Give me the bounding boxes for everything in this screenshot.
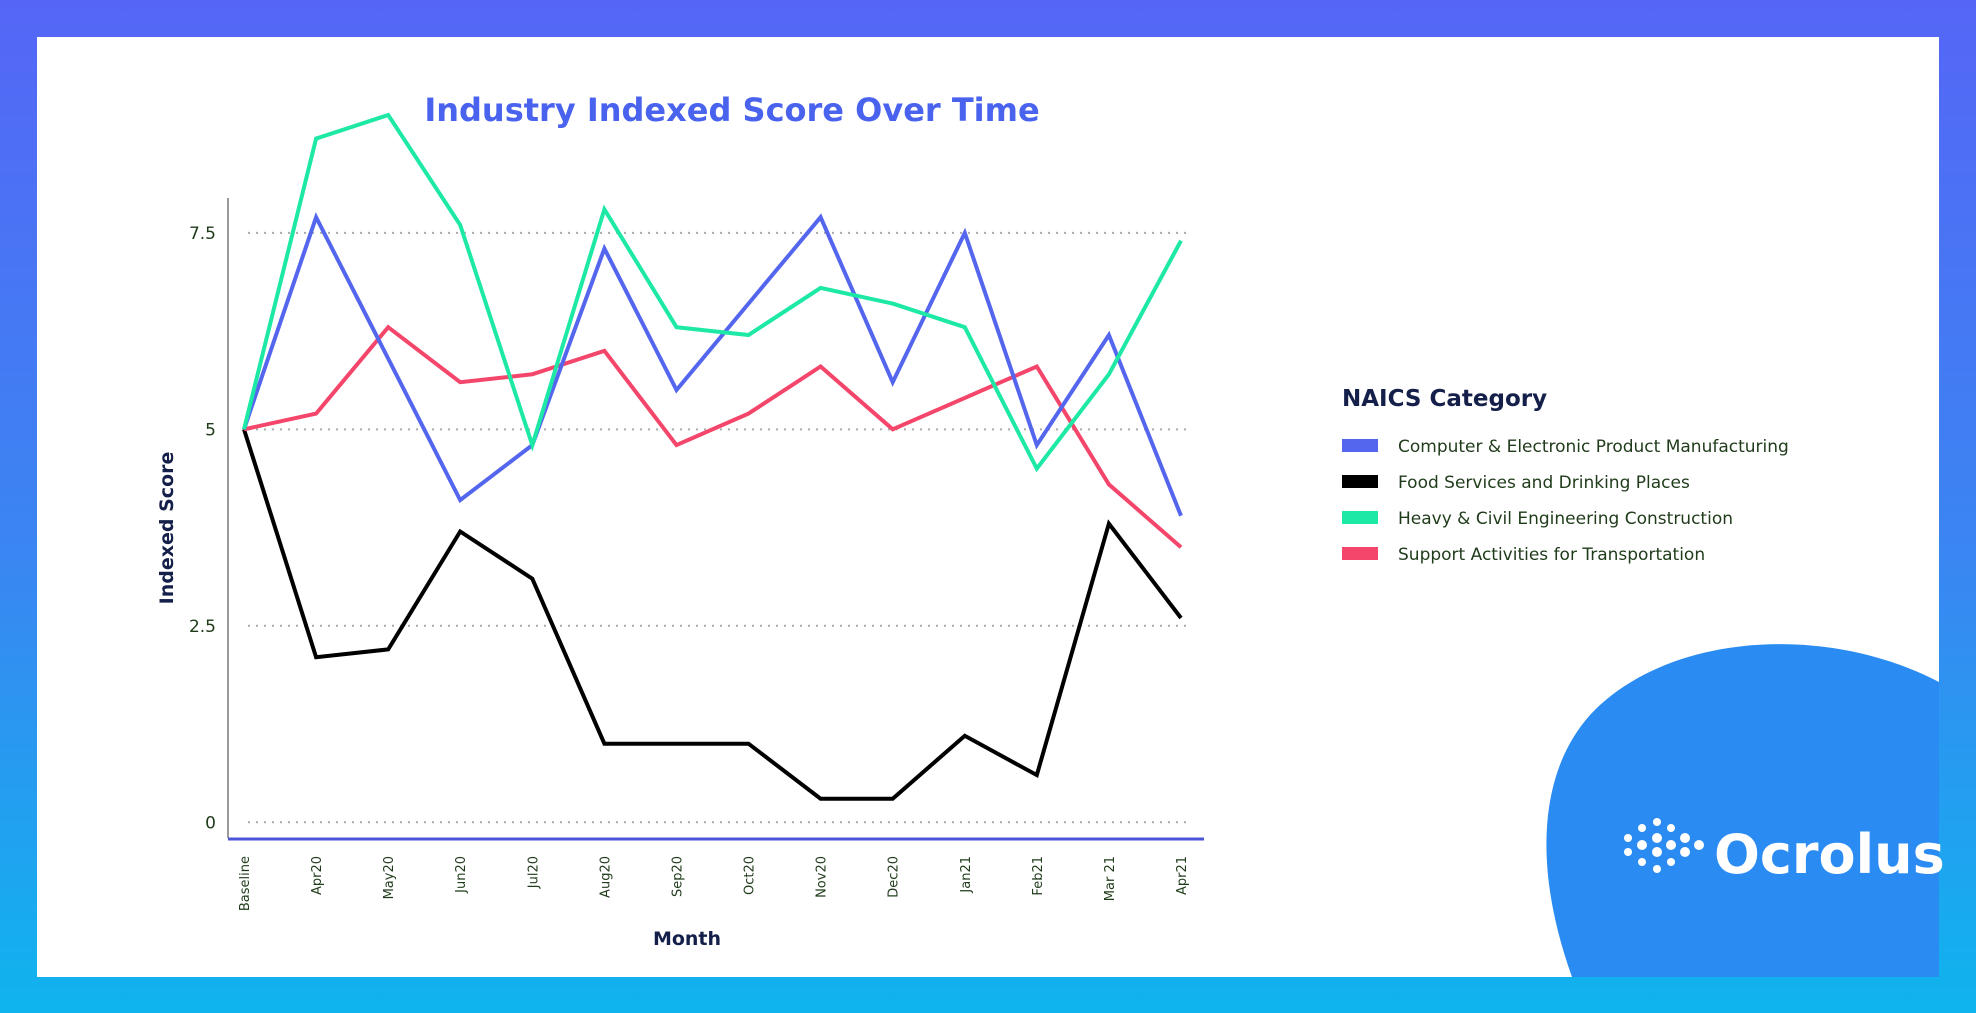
x-tick-label-7: Oct20 <box>743 856 758 895</box>
y-tick-label-0: 0 <box>205 813 216 833</box>
x-tick-label-12: Mar 21 <box>1103 856 1118 901</box>
x-tick-label-5: Aug20 <box>598 856 613 898</box>
series-line-2 <box>242 112 1183 473</box>
logo-dot-7 <box>1652 847 1662 857</box>
logo-circle-shape <box>1546 644 1939 977</box>
x-tick-label-9: Dec20 <box>887 856 902 898</box>
x-tick-label-3: Jun20 <box>454 856 469 894</box>
y-tick-label-2: 5 <box>205 420 216 440</box>
x-tick-label-10: Jan21 <box>959 856 974 894</box>
legend-label-0: Computer & Electronic Product Manufactur… <box>1398 437 1789 457</box>
series-line-0 <box>242 212 1183 517</box>
y-tick-label-1: 2.5 <box>189 617 216 637</box>
logo-dot-8 <box>1653 865 1661 873</box>
axes <box>227 198 1204 841</box>
legend-swatch-1 <box>1342 475 1378 488</box>
legend-title: NAICS Category <box>1342 386 1547 412</box>
x-tick-label-1: Apr20 <box>310 856 325 895</box>
logo-dots-icon <box>1624 818 1704 873</box>
x-tick-label-2: May20 <box>382 856 397 899</box>
logo-dot-4 <box>1638 858 1646 866</box>
legend-swatch-0 <box>1342 439 1378 452</box>
legend-label-2: Heavy & Civil Engineering Construction <box>1398 509 1733 529</box>
legend-label-3: Support Activities for Transportation <box>1398 545 1705 565</box>
series-line-3 <box>243 324 1183 549</box>
logo-dot-12 <box>1680 833 1690 843</box>
logo-dot-5 <box>1653 818 1661 826</box>
logo-dot-14 <box>1694 840 1704 850</box>
logo-dot-13 <box>1680 847 1690 857</box>
x-axis-ticks: Baseline Apr20 May20 Jun20 Jul20 Aug20 Sep20 Oc… <box>238 856 1190 911</box>
logo-dot-9 <box>1667 824 1675 832</box>
x-tick-label-13: Apr21 <box>1175 856 1190 895</box>
series-line-1 <box>242 428 1183 801</box>
legend-label-1: Food Services and Drinking Places <box>1398 473 1690 493</box>
x-tick-label-0: Baseline <box>238 856 253 911</box>
y-axis-ticks: 0 2.5 5 7.5 <box>189 224 216 833</box>
logo-dot-3 <box>1637 840 1647 850</box>
y-axis-label: Indexed Score <box>156 452 178 605</box>
logo-dot-6 <box>1652 833 1662 843</box>
logo-dot-1 <box>1624 848 1632 856</box>
x-axis-label: Month <box>653 928 721 950</box>
x-tick-label-11: Feb21 <box>1031 856 1046 896</box>
chart-title: Industry Indexed Score Over Time <box>424 91 1039 129</box>
logo-dot-0 <box>1624 834 1632 842</box>
brand-logo: Ocrolus <box>1546 644 1945 977</box>
logo-wordmark: Ocrolus <box>1714 823 1945 886</box>
logo-dot-2 <box>1638 824 1646 832</box>
series-lines <box>242 112 1183 801</box>
x-tick-label-8: Nov20 <box>815 856 830 898</box>
logo-dot-11 <box>1667 858 1675 866</box>
legend: NAICS Category Computer & Electronic Pro… <box>1342 386 1789 565</box>
x-tick-label-6: Sep20 <box>670 856 685 897</box>
x-tick-label-4: Jul20 <box>526 856 541 889</box>
legend-swatch-3 <box>1342 547 1378 560</box>
y-tick-label-3: 7.5 <box>189 224 216 244</box>
legend-swatch-2 <box>1342 511 1378 524</box>
logo-dot-10 <box>1666 840 1676 850</box>
